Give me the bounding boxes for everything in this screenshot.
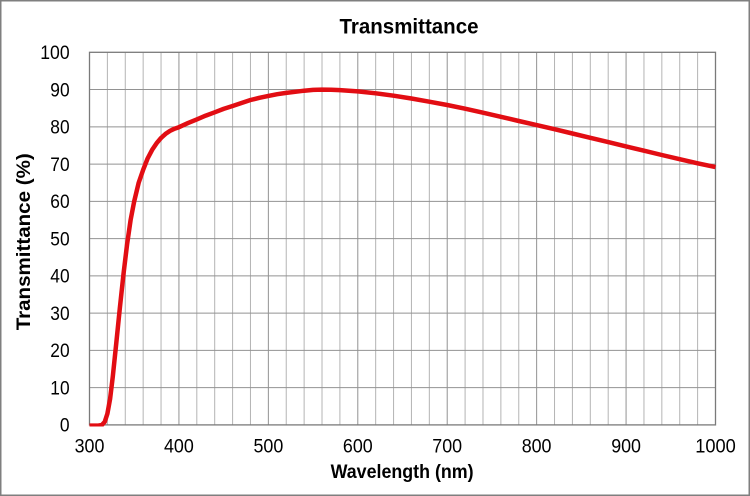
svg-text:40: 40 (50, 266, 69, 288)
svg-text:400: 400 (164, 435, 194, 457)
svg-text:600: 600 (343, 435, 373, 457)
svg-text:700: 700 (432, 435, 462, 457)
svg-text:10: 10 (50, 377, 69, 399)
svg-text:90: 90 (50, 79, 69, 101)
svg-text:Transmittance (%): Transmittance (%) (13, 153, 35, 330)
svg-text:300: 300 (75, 435, 105, 457)
svg-text:1000: 1000 (695, 435, 736, 457)
svg-text:60: 60 (50, 191, 69, 213)
svg-text:80: 80 (50, 117, 69, 139)
svg-text:900: 900 (611, 435, 641, 457)
svg-text:30: 30 (50, 303, 69, 325)
svg-text:Wavelength (nm): Wavelength (nm) (331, 461, 474, 483)
svg-text:20: 20 (50, 340, 69, 362)
svg-text:Transmittance: Transmittance (340, 14, 479, 38)
svg-text:100: 100 (40, 42, 69, 64)
svg-text:0: 0 (60, 415, 70, 437)
svg-text:800: 800 (522, 435, 552, 457)
svg-text:70: 70 (50, 154, 69, 176)
svg-text:50: 50 (50, 228, 69, 250)
svg-text:500: 500 (254, 435, 284, 457)
